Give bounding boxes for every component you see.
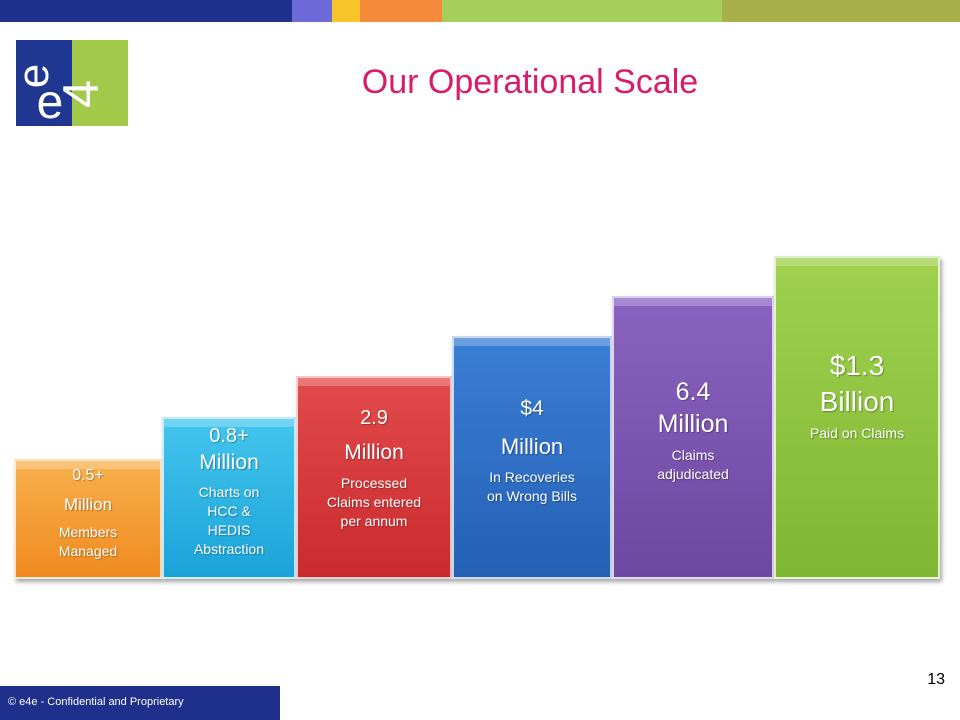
- stat-description: In Recoveries: [489, 469, 575, 485]
- footer: © e4e - Confidential and Proprietary: [0, 686, 960, 720]
- footer-bar: © e4e - Confidential and Proprietary: [0, 686, 280, 720]
- top-bar-segment-yellow: [332, 0, 360, 22]
- stat-description: HCC &: [207, 503, 251, 519]
- stat-unit: Million: [63, 495, 113, 514]
- stat-unit: Million: [500, 434, 564, 459]
- page-title: Our Operational Scale: [361, 63, 699, 101]
- stat-description: Charts on: [198, 484, 260, 500]
- e4e-logo: e 4 e: [9, 38, 130, 129]
- footer-copyright: © e4e - Confidential and Proprietary: [8, 696, 184, 708]
- stat-description: per annum: [340, 513, 408, 529]
- stat-value: $1.3: [829, 350, 885, 381]
- stat-value: 0.8+: [209, 425, 249, 447]
- stat-block-claims-adjudicated: 6.4 Million Claims adjudicated: [612, 296, 774, 579]
- stat-description: adjudicated: [657, 466, 729, 482]
- stat-description: Claims: [671, 447, 715, 463]
- stat-value: 0.5+: [72, 467, 104, 484]
- top-bar-segment-navy: [0, 0, 292, 22]
- stat-value: $4: [520, 397, 544, 420]
- stat-value: 2.9: [360, 407, 388, 429]
- stat-value: 6.4: [675, 378, 711, 406]
- stat-block-paid-claims: $1.3 Billion Paid on Claims: [774, 256, 940, 579]
- stat-description: Abstraction: [193, 541, 265, 557]
- stat-block-members: 0.5+ Million Members Managed: [14, 459, 162, 579]
- stat-unit: Million: [199, 451, 259, 474]
- top-color-bar: [0, 0, 960, 22]
- logo-letter-e-top: e: [14, 64, 58, 88]
- stat-unit: Million: [344, 441, 404, 464]
- stat-description: Managed: [58, 543, 118, 559]
- stat-unit: Million: [657, 410, 729, 438]
- stat-unit: Billion: [819, 386, 895, 417]
- stat-description: HEDIS: [207, 522, 251, 538]
- stat-description: on Wrong Bills: [486, 488, 577, 504]
- top-bar-segment-olive: [722, 0, 960, 22]
- stat-description: Members: [58, 524, 118, 540]
- page-number: 13: [927, 671, 945, 688]
- stat-description: Claims entered: [326, 494, 422, 510]
- top-bar-segment-green: [442, 0, 722, 22]
- logo-number-4: 4: [53, 80, 109, 108]
- stat-block-recoveries: $4 Million In Recoveries on Wrong Bills: [452, 336, 612, 579]
- top-bar-segment-orange: [360, 0, 442, 22]
- stat-description: Processed: [340, 475, 408, 491]
- stat-block-processed-claims: 2.9 Million Processed Claims entered per…: [296, 376, 452, 579]
- stat-block-charts: 0.8+ Million Charts on HCC & HEDIS Abstr…: [162, 417, 296, 579]
- stat-description: Paid on Claims: [809, 425, 905, 441]
- top-bar-segment-violet: [292, 0, 332, 22]
- logo-letter-e-bottom: e: [37, 76, 64, 128]
